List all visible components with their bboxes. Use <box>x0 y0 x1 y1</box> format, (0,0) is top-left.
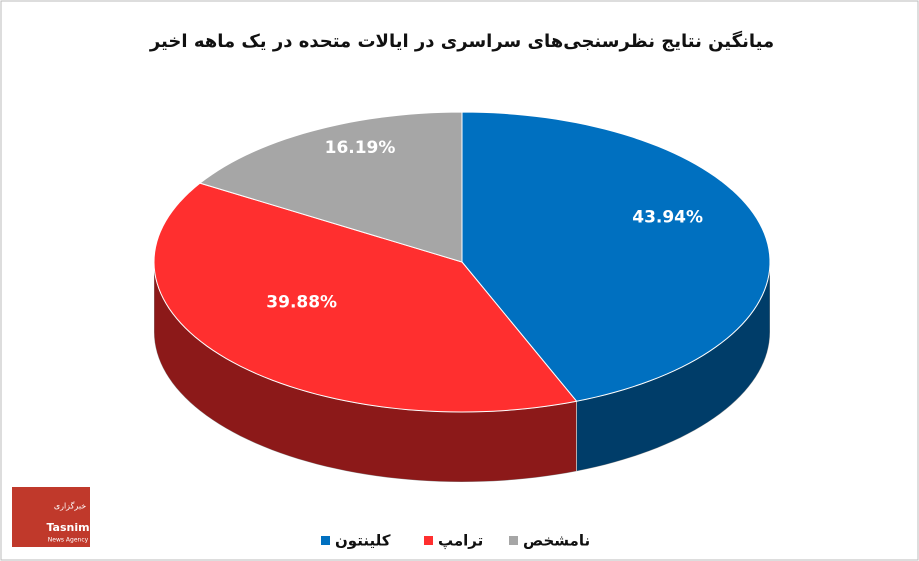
legend-label: نامشخص <box>523 532 590 550</box>
logo-label: خبرگزاری <box>54 501 86 511</box>
logo-box <box>12 487 90 547</box>
legend-swatch <box>321 536 330 545</box>
slice <box>198 111 463 263</box>
slice-side-shade <box>154 262 577 482</box>
logo-name: Tasnim <box>46 521 89 534</box>
data-label: 39.88% <box>266 293 337 313</box>
legend-label: کلینتون <box>335 532 391 550</box>
legend-label: ترامپ <box>438 532 483 550</box>
data-label: 43.94% <box>632 208 703 228</box>
data-label: 16.19% <box>325 138 396 158</box>
chart-title: میانگین نتایج نظرسنجی‌های سراسری در ایال… <box>149 30 774 52</box>
slice-side-shade <box>576 262 770 472</box>
logo-tagline: News Agency <box>48 537 89 544</box>
legend-swatch <box>424 536 433 545</box>
logo: خبرگزاری Tasnim News Agency <box>12 487 90 547</box>
slice <box>461 111 771 402</box>
slice <box>153 182 578 413</box>
legend-swatch <box>509 536 518 545</box>
